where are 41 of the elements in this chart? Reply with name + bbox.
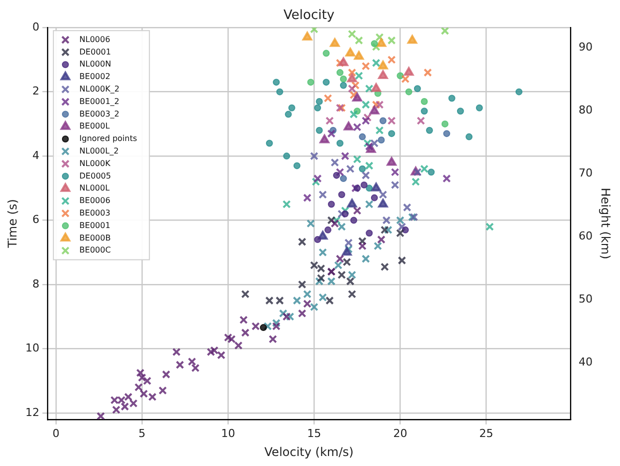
legend-label: BE0003_2 <box>79 109 120 118</box>
legend-label: BE000C <box>79 246 112 255</box>
legend-label: DE0005 <box>79 171 111 180</box>
y-tick-label: 8 <box>32 277 40 290</box>
x-axis-title: Velocity (km/s) <box>264 444 354 459</box>
y-axis-title: Time (s) <box>5 199 20 249</box>
legend-label: NL000L <box>79 184 110 193</box>
legend-label: BE0001_2 <box>79 96 120 106</box>
y-tick-label: 4 <box>32 148 40 162</box>
y2-tick-label: 60 <box>578 230 593 243</box>
legend-label: BE000L <box>79 122 110 131</box>
legend-label: BE0006 <box>79 196 110 206</box>
legend-label: Ignored points <box>79 134 138 144</box>
legend-label: BE0002 <box>79 72 110 82</box>
y-tick-label: 10 <box>25 342 40 355</box>
y-tick-label: 0 <box>32 20 40 34</box>
y2-tick-label: 50 <box>578 292 593 306</box>
legend-label: BE0001 <box>79 220 110 230</box>
x-tick-label: 5 <box>138 426 146 440</box>
chart-title: Velocity <box>284 8 335 24</box>
y2-tick-label: 40 <box>578 356 593 369</box>
x-tick-label: 0 <box>52 426 60 440</box>
x-tick-label: 10 <box>221 426 236 440</box>
x-tick-label: 15 <box>307 426 322 440</box>
y-tick-label: 12 <box>25 406 40 419</box>
legend-label: NL000K_2 <box>79 84 120 94</box>
x-tick-label: 20 <box>393 426 408 440</box>
legend-label: BE0003 <box>79 208 110 218</box>
legend-label: NL0006 <box>79 34 110 44</box>
y2-tick-label: 90 <box>578 40 593 54</box>
y2-axis-title: Height (km) <box>598 188 613 260</box>
y2-tick-label: 70 <box>578 166 593 180</box>
legend-label: NL000K <box>79 158 112 168</box>
y2-tick-label: 80 <box>578 104 593 117</box>
legend-label: DE0001 <box>79 47 111 56</box>
x-tick-label: 25 <box>479 426 494 440</box>
legend-label: NL000N <box>79 60 112 69</box>
legend-label: NL000L_2 <box>79 146 119 156</box>
y-tick-label: 2 <box>32 84 40 98</box>
y-tick-label: 6 <box>32 213 40 226</box>
legend-label: BE000B <box>79 233 111 242</box>
